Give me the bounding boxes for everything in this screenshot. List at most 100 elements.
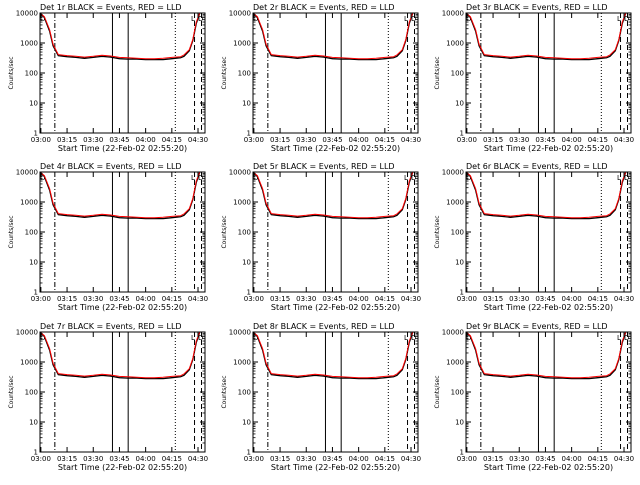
corner-mark: L bbox=[404, 334, 408, 342]
x-tick-label: 04:30 bbox=[614, 295, 634, 303]
lld-series-line bbox=[252, 331, 414, 379]
y-tick-label: 1000 bbox=[446, 359, 464, 367]
x-tick-label: 03:45 bbox=[109, 295, 129, 303]
corner-mark: L bbox=[191, 334, 195, 342]
x-tick-label: 04:00 bbox=[562, 295, 582, 303]
x-tick-label: 03:30 bbox=[296, 136, 316, 144]
x-tick-label: 03:30 bbox=[509, 295, 529, 303]
x-tick-label: 04:30 bbox=[188, 295, 208, 303]
plot-frame bbox=[465, 171, 632, 293]
y-tick-label: 100 bbox=[451, 229, 464, 237]
events-series-line bbox=[252, 331, 414, 380]
y-tick-label: 1 bbox=[34, 289, 38, 297]
y-tick-label: 100 bbox=[25, 70, 38, 78]
corner-mark: D bbox=[198, 334, 203, 342]
corner-mark: L bbox=[617, 15, 621, 23]
x-tick-label: 04:15 bbox=[375, 136, 395, 144]
y-tick-label: 10 bbox=[455, 419, 464, 427]
x-tick-label: 04:30 bbox=[401, 295, 421, 303]
corner-mark: L bbox=[617, 174, 621, 182]
lld-series-line bbox=[39, 331, 201, 379]
corner-mark: D bbox=[198, 174, 203, 182]
y-tick-label: 10000 bbox=[16, 329, 38, 337]
x-tick-label: 04:30 bbox=[188, 136, 208, 144]
x-axis-label: Start Time (22-Feb-02 02:55:20) bbox=[271, 463, 400, 472]
lld-series-line bbox=[465, 331, 627, 379]
x-tick-label: 04:00 bbox=[562, 455, 582, 463]
x-tick-label: 03:45 bbox=[322, 455, 342, 463]
panel-title: Det 7r BLACK = Events, RED = LLD bbox=[40, 322, 182, 331]
x-tick-label: 04:00 bbox=[349, 295, 369, 303]
lld-series-line bbox=[252, 12, 414, 60]
events-series-line bbox=[39, 171, 201, 220]
x-tick-label: 03:00 bbox=[244, 136, 264, 144]
corner-mark: D bbox=[624, 174, 629, 182]
corner-mark: D bbox=[253, 334, 258, 342]
x-tick-label: 03:00 bbox=[31, 136, 51, 144]
y-tick-label: 10000 bbox=[229, 329, 251, 337]
plot-frame bbox=[39, 12, 206, 134]
y-tick-label: 100 bbox=[238, 229, 251, 237]
plot-frame bbox=[465, 12, 632, 134]
y-axis-label: Counts/sec bbox=[221, 56, 228, 89]
y-axis-label: Counts/sec bbox=[221, 375, 228, 408]
corner-mark: D bbox=[624, 334, 629, 342]
y-tick-label: 10000 bbox=[229, 169, 251, 177]
lld-series-line bbox=[39, 12, 201, 60]
corner-mark: D bbox=[411, 334, 416, 342]
y-tick-label: 1000 bbox=[233, 199, 251, 207]
corner-mark: D bbox=[253, 174, 258, 182]
x-tick-label: 04:15 bbox=[375, 455, 395, 463]
panel-title: Det 5r BLACK = Events, RED = LLD bbox=[253, 162, 395, 171]
y-tick-label: 100 bbox=[238, 389, 251, 397]
events-series-line bbox=[465, 171, 627, 220]
corner-mark: L bbox=[617, 334, 621, 342]
x-tick-label: 03:45 bbox=[322, 295, 342, 303]
x-axis-label: Start Time (22-Feb-02 02:55:20) bbox=[484, 303, 613, 312]
corner-mark: L bbox=[191, 174, 195, 182]
corner-mark: D bbox=[466, 334, 471, 342]
x-tick-label: 03:15 bbox=[483, 295, 503, 303]
y-axis-label: Counts/sec bbox=[434, 56, 441, 89]
x-tick-label: 03:30 bbox=[83, 295, 103, 303]
corner-mark: D bbox=[466, 15, 471, 23]
x-tick-label: 04:30 bbox=[614, 455, 634, 463]
lld-series-line bbox=[252, 171, 414, 219]
x-tick-label: 04:15 bbox=[588, 295, 608, 303]
x-tick-label: 04:15 bbox=[162, 136, 182, 144]
lld-series-line bbox=[465, 171, 627, 219]
plot-frame bbox=[252, 12, 419, 134]
y-tick-label: 1000 bbox=[233, 40, 251, 48]
y-tick-label: 1 bbox=[460, 449, 464, 457]
x-tick-label: 03:00 bbox=[457, 295, 477, 303]
plot-frame bbox=[252, 331, 419, 453]
events-series-line bbox=[39, 331, 201, 380]
y-tick-label: 1000 bbox=[20, 359, 38, 367]
y-tick-label: 1000 bbox=[20, 199, 38, 207]
y-tick-label: 1 bbox=[460, 130, 464, 138]
y-axis-label: Counts/sec bbox=[8, 56, 15, 89]
x-tick-label: 04:15 bbox=[588, 136, 608, 144]
y-tick-label: 100 bbox=[25, 229, 38, 237]
corner-mark: D bbox=[40, 15, 45, 23]
panel-title: Det 3r BLACK = Events, RED = LLD bbox=[466, 3, 608, 12]
panel-title: Det 6r BLACK = Events, RED = LLD bbox=[466, 162, 608, 171]
y-tick-label: 10 bbox=[29, 419, 38, 427]
lld-series-line bbox=[465, 12, 627, 60]
x-tick-label: 03:45 bbox=[535, 455, 555, 463]
x-tick-label: 03:30 bbox=[296, 295, 316, 303]
x-axis-label: Start Time (22-Feb-02 02:55:20) bbox=[484, 463, 613, 472]
y-tick-label: 1 bbox=[34, 449, 38, 457]
y-tick-label: 100 bbox=[451, 389, 464, 397]
corner-mark: D bbox=[466, 174, 471, 182]
x-axis-label: Start Time (22-Feb-02 02:55:20) bbox=[271, 303, 400, 312]
y-tick-label: 1 bbox=[247, 130, 251, 138]
y-tick-label: 10 bbox=[242, 100, 251, 108]
corner-mark: L bbox=[404, 15, 408, 23]
y-tick-label: 10000 bbox=[442, 169, 464, 177]
